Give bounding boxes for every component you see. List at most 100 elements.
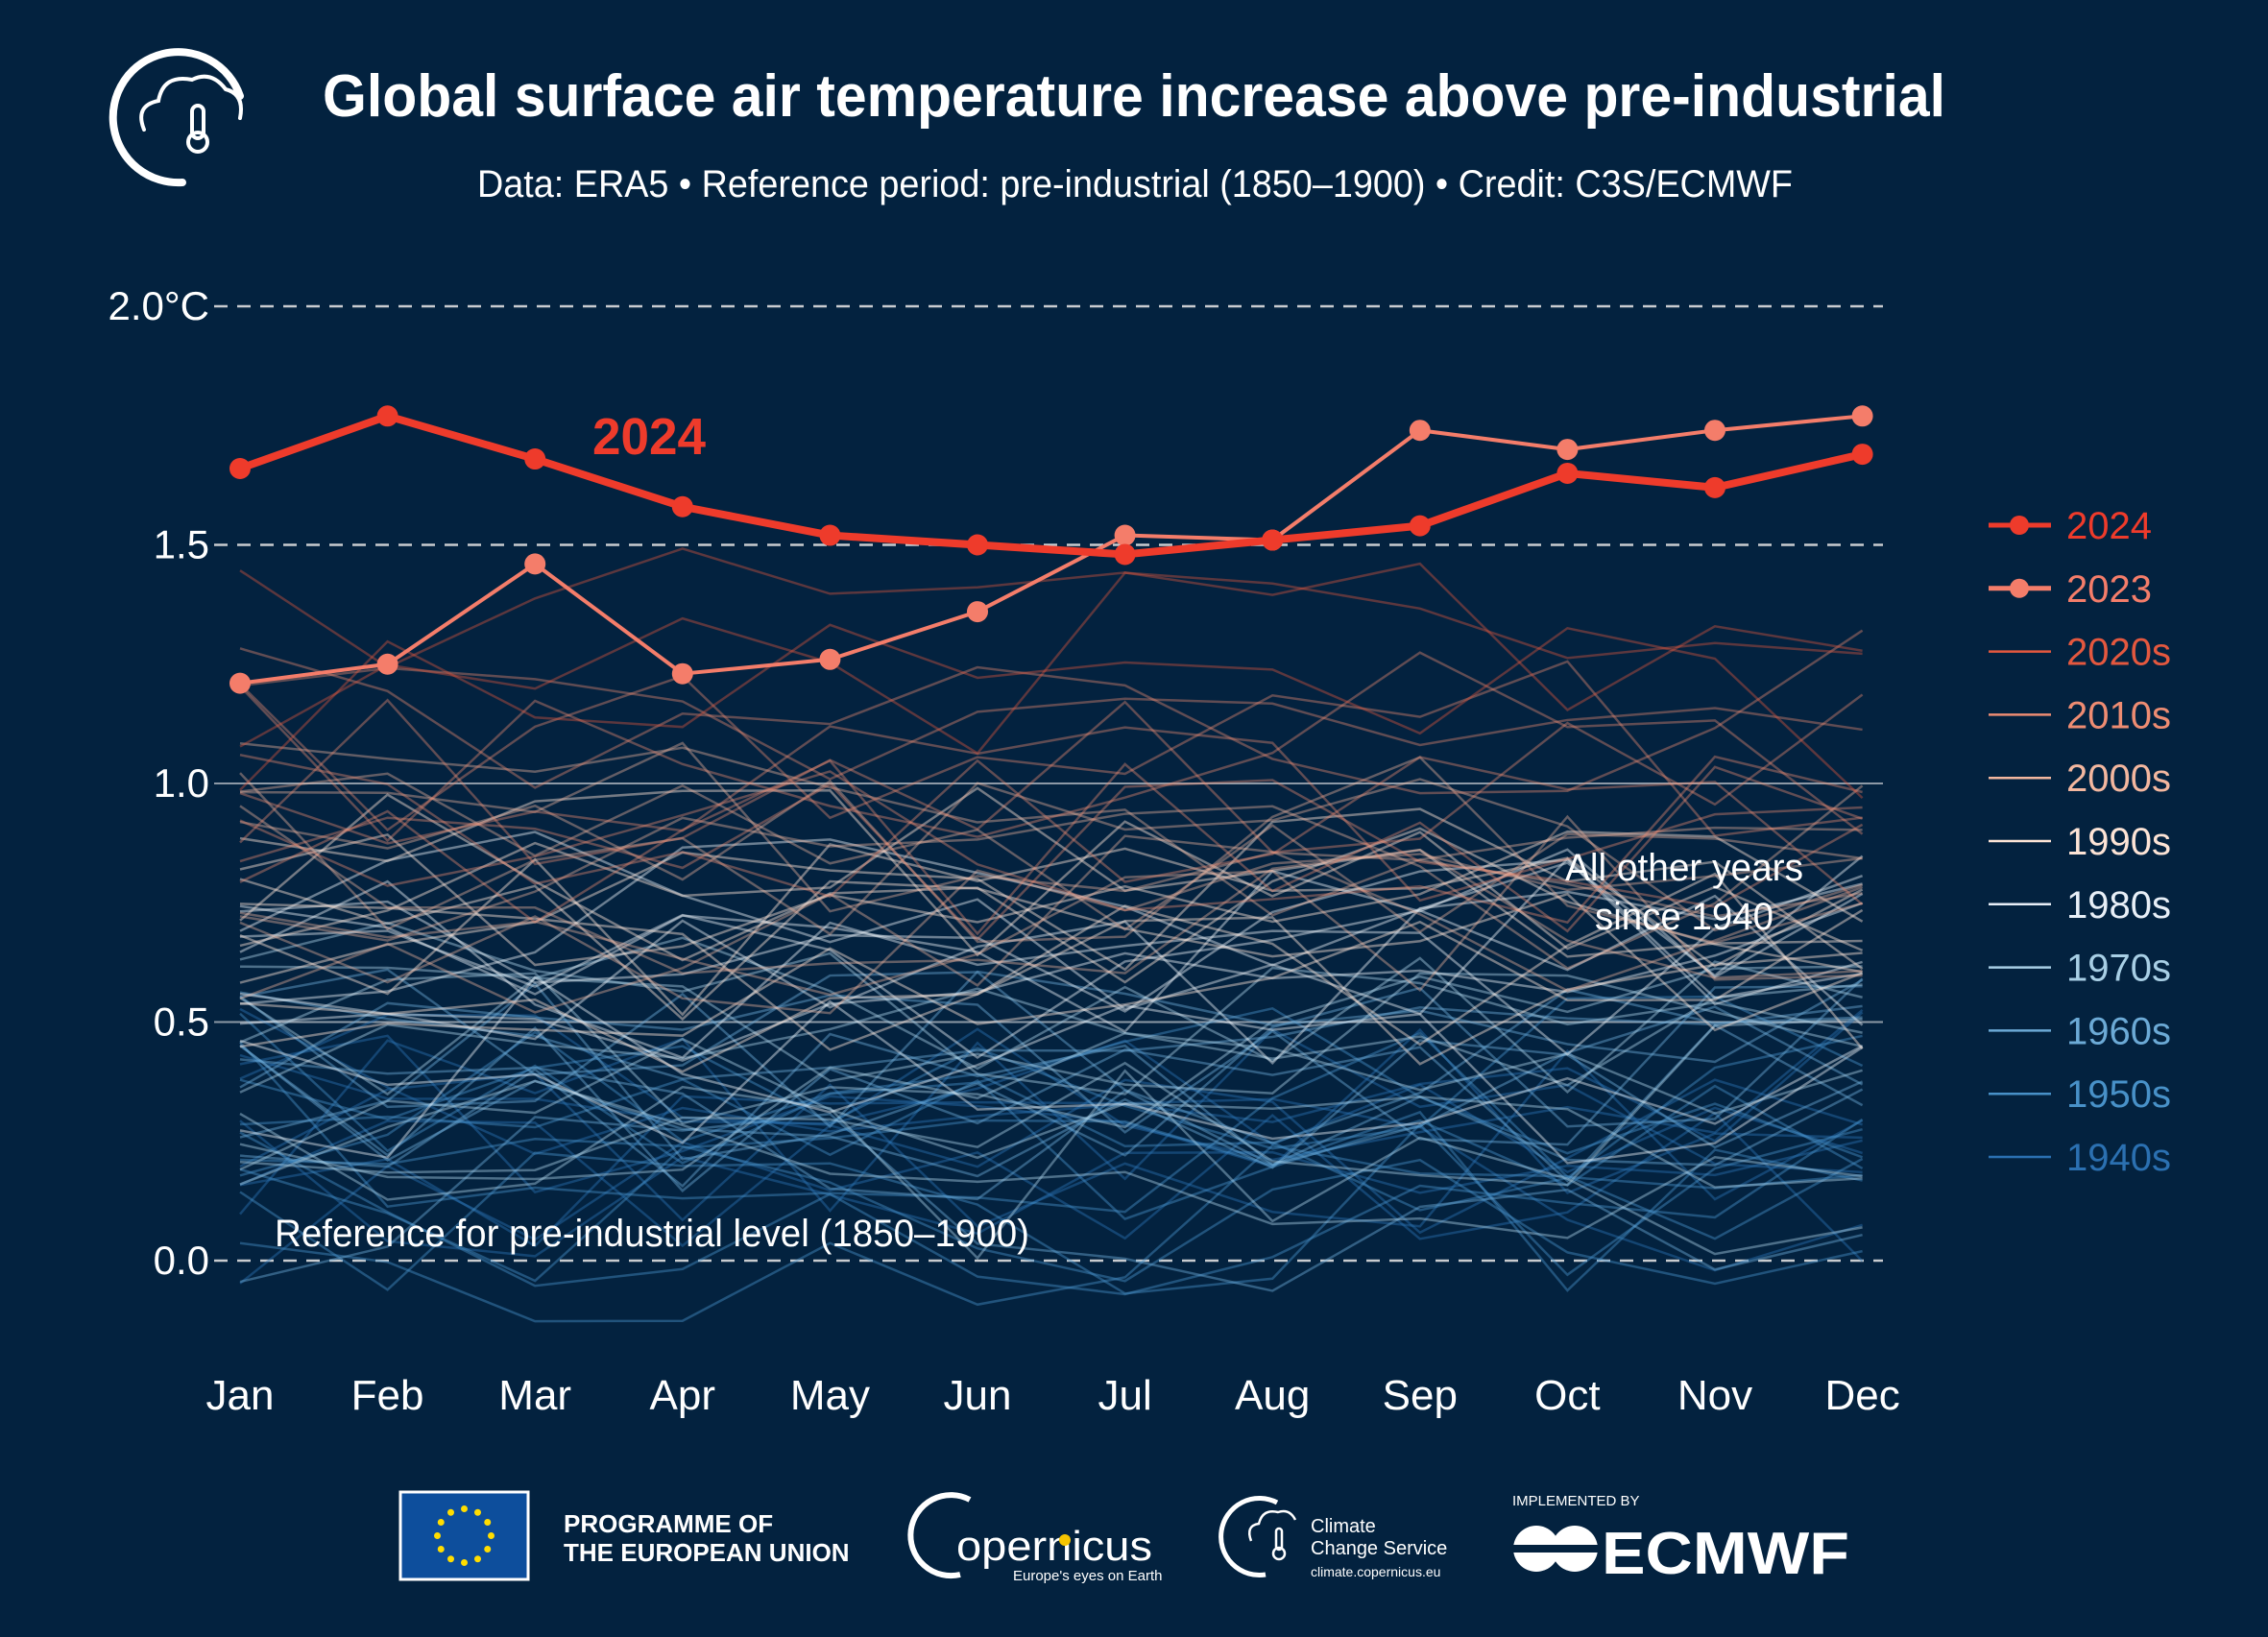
- x-axis-labels: Jan Feb Mar Apr May Jun Jul Aug Sep Oct Nov Dec: [206, 1372, 1900, 1419]
- eu-star: [461, 1559, 468, 1566]
- legend-label: 2023: [2066, 568, 2152, 611]
- data-point-2024: [819, 524, 841, 546]
- year-line-1970s: [239, 1037, 1863, 1189]
- eu-star: [447, 1508, 454, 1516]
- series-line-2024: [238, 412, 1864, 559]
- page-title: Global surface air temperature increase …: [323, 63, 1945, 130]
- data-point-2024: [967, 534, 988, 556]
- year-line-2000s: [239, 784, 1864, 971]
- year-line-1940s: [239, 1111, 1864, 1285]
- x-tick-label: Sep: [1383, 1372, 1458, 1419]
- eu-star: [461, 1505, 468, 1512]
- year-line-1970s: [239, 983, 1863, 1094]
- legend-item-2000s: 2000s: [1989, 758, 2171, 800]
- eu-programme-line1: PROGRAMME OF: [564, 1509, 773, 1538]
- year-line-1950s: [239, 1006, 1864, 1165]
- year-line-1980s: [239, 999, 1864, 1144]
- year-line-1980s: [239, 882, 1863, 1066]
- eu-star: [434, 1532, 441, 1539]
- year-line-1950s: [239, 995, 1864, 1150]
- year-line-2020s: [239, 547, 1863, 711]
- year-line-1980s: [239, 975, 1864, 1165]
- c3s-line1: Climate: [1311, 1516, 1376, 1537]
- data-point-2023: [819, 648, 841, 670]
- x-tick-label: Nov: [1677, 1372, 1752, 1419]
- year-line-1960s: [239, 1112, 1863, 1292]
- legend-marker: [2010, 578, 2029, 598]
- data-point-2023: [671, 662, 693, 685]
- reference-annotation: Reference for pre-industrial level (1850…: [275, 1213, 1029, 1255]
- legend-item-1940s: 1940s: [1989, 1137, 2171, 1179]
- legend-label: 2024: [2066, 505, 2152, 547]
- year-line-1970s: [239, 1018, 1863, 1187]
- x-tick-label: Apr: [650, 1372, 715, 1419]
- year-line-2000s: [239, 772, 1863, 934]
- data-point-2024: [1114, 543, 1136, 566]
- year-line-2000s: [239, 805, 1863, 979]
- eu-star: [484, 1546, 492, 1553]
- eu-star: [474, 1555, 481, 1563]
- data-point-2023: [1704, 420, 1725, 442]
- year-line-1940s: [239, 1095, 1863, 1272]
- other-years-annotation-line1: All other years: [1565, 847, 1803, 889]
- year-line-1980s: [239, 858, 1863, 1013]
- year-line-1970s: [239, 1031, 1863, 1181]
- x-tick-label: Mar: [498, 1372, 571, 1419]
- year-line-1990s: [239, 793, 1863, 984]
- year-line-1980s: [239, 831, 1863, 1016]
- legend: 2024 2023 2020s 2010s 2000s 1990s 1980s 1970s 19…: [1989, 505, 2171, 1179]
- year-line-1960s: [239, 991, 1863, 1080]
- highlight-series: [229, 405, 1873, 694]
- year-line-1940s: [239, 1028, 1863, 1216]
- year-line-1990s: [239, 842, 1864, 1017]
- year-line-1980s: [239, 875, 1864, 1059]
- y-axis-labels: 2.0°C 1.5 1.0 0.5 0.0: [108, 283, 209, 1283]
- year-line-1940s: [239, 1119, 1863, 1258]
- x-tick-label: May: [790, 1372, 870, 1419]
- year-line-1970s: [239, 972, 1863, 1096]
- data-point-2023: [376, 653, 398, 675]
- year-line-1950s: [239, 1031, 1863, 1214]
- ecmwf-logo: ECMWF: [1513, 1521, 1849, 1587]
- x-tick-label: Feb: [351, 1372, 424, 1419]
- year-line-2010s: [239, 779, 1864, 942]
- y-tick-label: 0.0: [154, 1238, 209, 1283]
- eu-star: [447, 1555, 454, 1563]
- legend-marker: [2010, 516, 2029, 535]
- legend-label: 1980s: [2066, 884, 2171, 927]
- year-line-1990s: [239, 908, 1864, 1048]
- legend-item-1990s: 1990s: [1989, 821, 2171, 863]
- x-tick-label: Jul: [1098, 1372, 1151, 1419]
- year-line-1960s: [239, 1005, 1864, 1188]
- year-line-1970s: [239, 965, 1863, 1129]
- legend-item-1980s: 1980s: [1989, 884, 2171, 927]
- legend-label: 2010s: [2066, 694, 2171, 736]
- y-tick-label: 0.5: [154, 999, 209, 1045]
- year-line-1970s: [239, 1079, 1863, 1240]
- year-line-1950s: [239, 1143, 1864, 1323]
- data-point-2024: [524, 448, 546, 470]
- year-line-1940s: [239, 1039, 1863, 1174]
- data-point-2024: [1409, 515, 1431, 537]
- year-line-1960s: [239, 977, 1864, 1161]
- legend-label: 1950s: [2066, 1073, 2171, 1116]
- year-line-1990s: [239, 807, 1864, 984]
- copernicus-wordmark: opernicus: [956, 1523, 1152, 1570]
- copernicus-tagline: Europe's eyes on Earth: [1013, 1568, 1162, 1584]
- y-tick-label: 2.0°C: [108, 283, 209, 328]
- eu-flag-logo: [398, 1490, 530, 1581]
- c3s-logo: [1218, 1496, 1297, 1577]
- other-years-annotation-line2: since 1940: [1595, 896, 1773, 938]
- year-line-1940s: [239, 1048, 1864, 1228]
- data-point-2023: [1851, 405, 1873, 427]
- year-line-1990s: [239, 830, 1864, 967]
- data-point-2024: [671, 495, 693, 518]
- series-line-2023: [239, 414, 1863, 686]
- page-subtitle: Data: ERA5 • Reference period: pre-indus…: [477, 163, 1793, 205]
- eu-star: [488, 1532, 495, 1539]
- year-line-1940s: [239, 1078, 1863, 1248]
- year-line-1980s: [239, 848, 1864, 1033]
- year-line-2010s: [239, 725, 1863, 903]
- eu-star: [437, 1519, 445, 1526]
